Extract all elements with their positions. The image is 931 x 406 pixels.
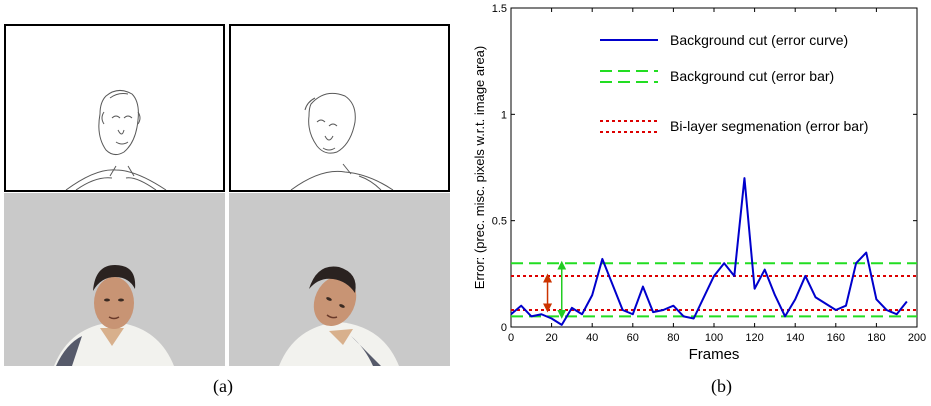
legend-label: Bi-layer segmenation (error bar) [670, 118, 868, 134]
panel-a: (a) [0, 0, 470, 401]
y-tick-label: 0 [501, 322, 507, 334]
x-tick-label: 120 [745, 332, 763, 344]
caption-a: (a) [213, 376, 233, 397]
y-tick-label: 1.5 [492, 3, 507, 15]
edge-sketch-left [6, 26, 223, 190]
x-axis-label: Frames [689, 346, 740, 363]
x-tick-label: 80 [667, 332, 679, 344]
video-frame-left [4, 193, 225, 366]
x-tick-label: 160 [827, 332, 845, 344]
person-photo-left [4, 193, 225, 366]
caption-b: (b) [711, 376, 732, 397]
y-axis-label: Error: (prec. misc. pixels w.r.t. image … [472, 46, 487, 289]
legend-label: Background cut (error bar) [670, 68, 834, 84]
x-tick-label: 60 [627, 332, 639, 344]
x-tick-label: 200 [908, 332, 926, 344]
edge-map-left [4, 24, 225, 192]
x-tick-label: 100 [705, 332, 723, 344]
y-tick-label: 0.5 [492, 216, 507, 228]
plot-frame [511, 8, 917, 327]
edge-map-right [229, 24, 450, 192]
y-tick-label: 1 [501, 109, 507, 121]
x-tick-label: 180 [867, 332, 885, 344]
x-tick-label: 0 [508, 332, 514, 344]
x-tick-label: 40 [586, 332, 598, 344]
panel-b: 0 20 40 60 80 100 120 140 160 180 200 0 0.5 1 1.5 Frame… [470, 0, 931, 401]
person-photo-right [229, 193, 450, 366]
error-curve-line [511, 178, 907, 325]
edge-sketch-right [231, 26, 448, 190]
error-chart: 0 20 40 60 80 100 120 140 160 180 200 0 0.5 1 1.5 Frame… [470, 0, 931, 401]
x-tick-label: 20 [545, 332, 557, 344]
legend-label: Background cut (error curve) [670, 32, 848, 48]
video-frame-right [229, 193, 450, 366]
x-tick-label: 140 [786, 332, 804, 344]
